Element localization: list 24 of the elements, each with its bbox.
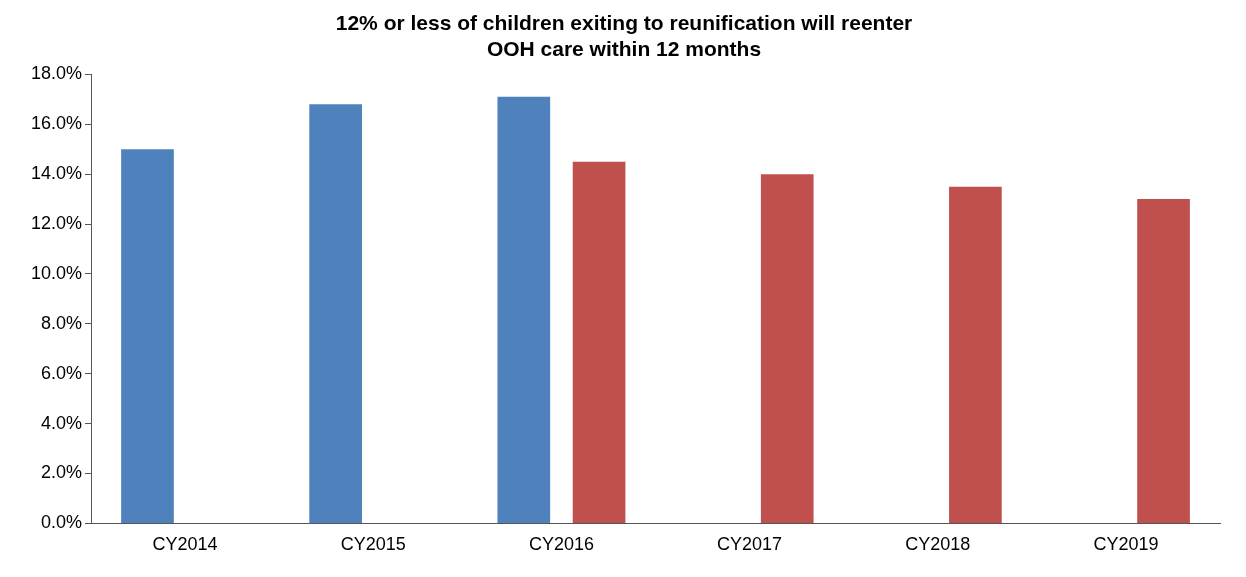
y-tick-label: 4.0% <box>41 412 83 433</box>
bar <box>309 104 362 523</box>
bar <box>121 149 174 523</box>
y-tick-label: 16.0% <box>30 113 83 134</box>
x-tick-label: CY2016 <box>528 534 594 555</box>
y-tick-label: 18.0% <box>30 63 83 84</box>
y-tick-label: 2.0% <box>41 462 83 483</box>
y-tick-label: 0.0% <box>41 512 83 533</box>
x-tick-label: CY2017 <box>717 534 783 555</box>
y-tick-label: 14.0% <box>30 163 83 184</box>
y-tick-label: 12.0% <box>30 213 83 234</box>
x-tick-label: CY2018 <box>905 534 971 555</box>
bar <box>497 96 551 523</box>
y-tick-label: 6.0% <box>41 362 83 383</box>
chart-title: 12% or less of children exiting to reunification will reenter OOH care within 12 months <box>335 11 913 60</box>
bar <box>949 186 1002 523</box>
x-tick-label: CY2015 <box>340 534 406 555</box>
bar <box>572 161 626 523</box>
bar <box>1137 199 1190 523</box>
y-tick-label: 10.0% <box>30 262 83 283</box>
y-tick-label: 8.0% <box>41 312 83 333</box>
x-tick-label: CY2019 <box>1093 534 1159 555</box>
bar <box>760 174 814 523</box>
x-tick-label: CY2014 <box>152 534 218 555</box>
